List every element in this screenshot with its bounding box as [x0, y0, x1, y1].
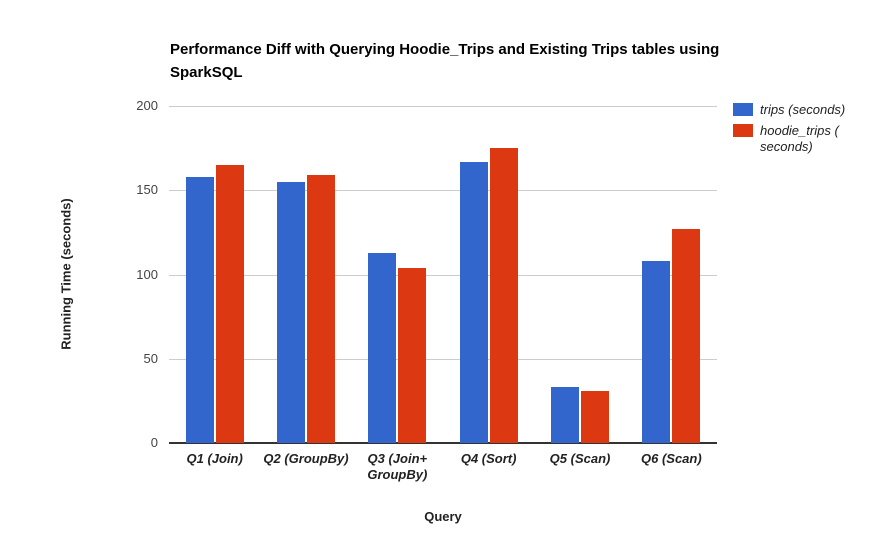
y-tick-label: 100 — [136, 266, 158, 282]
bar-hoodie_trips-q5[interactable] — [581, 390, 609, 443]
legend-swatch — [733, 103, 753, 116]
bar-trips-q3[interactable] — [368, 252, 396, 443]
x-category-label: Q3 (Join+ GroupBy) — [367, 451, 428, 482]
legend-label: trips (seconds) — [760, 102, 846, 117]
gridline — [169, 190, 717, 192]
y-tick-label: 50 — [143, 350, 158, 366]
bar-hoodie_trips-q4[interactable] — [490, 148, 518, 443]
y-tick-label: 0 — [150, 435, 158, 450]
legend-item[interactable]: trips (seconds) — [733, 102, 860, 118]
chart-title: Performance Diff with Querying Hoodie_Tr… — [170, 41, 720, 81]
plot-area — [169, 106, 717, 444]
x-category-label: Q6 (Scan) — [640, 451, 702, 466]
bar-hoodie_trips-q6[interactable] — [672, 229, 700, 443]
bar-trips-q4[interactable] — [460, 161, 488, 443]
x-axis-title: Query — [424, 509, 462, 524]
gridline — [169, 106, 717, 107]
bar-trips-q1[interactable] — [186, 176, 214, 443]
x-category-label: Q4 (Sort) — [460, 451, 517, 466]
legend-item[interactable]: hoodie_trips ( seconds) — [733, 123, 860, 155]
y-axis-title: Running Time (seconds) — [58, 198, 74, 350]
bar-hoodie_trips-q2[interactable] — [307, 175, 335, 443]
gridline — [169, 358, 717, 360]
x-axis-line — [169, 442, 717, 444]
bar-hoodie_trips-q1[interactable] — [216, 165, 244, 443]
bar-hoodie_trips-q3[interactable] — [398, 267, 426, 443]
y-tick-label: 200 — [136, 98, 158, 113]
bar-trips-q5[interactable] — [551, 387, 579, 443]
x-category-label: Q5 (Scan) — [549, 451, 611, 466]
legend-label: hoodie_trips ( seconds) — [760, 123, 839, 154]
bar-trips-q2[interactable] — [277, 181, 305, 443]
x-category-label: Q2 (GroupBy) — [263, 451, 349, 466]
x-category-label: Q1 (Join) — [186, 451, 243, 466]
y-tick-label: 150 — [136, 182, 158, 198]
legend: trips (seconds) hoodie_trips ( seconds) — [733, 102, 860, 160]
legend-swatch — [733, 124, 753, 137]
gridline — [169, 274, 717, 276]
bar-trips-q6[interactable] — [642, 261, 670, 443]
